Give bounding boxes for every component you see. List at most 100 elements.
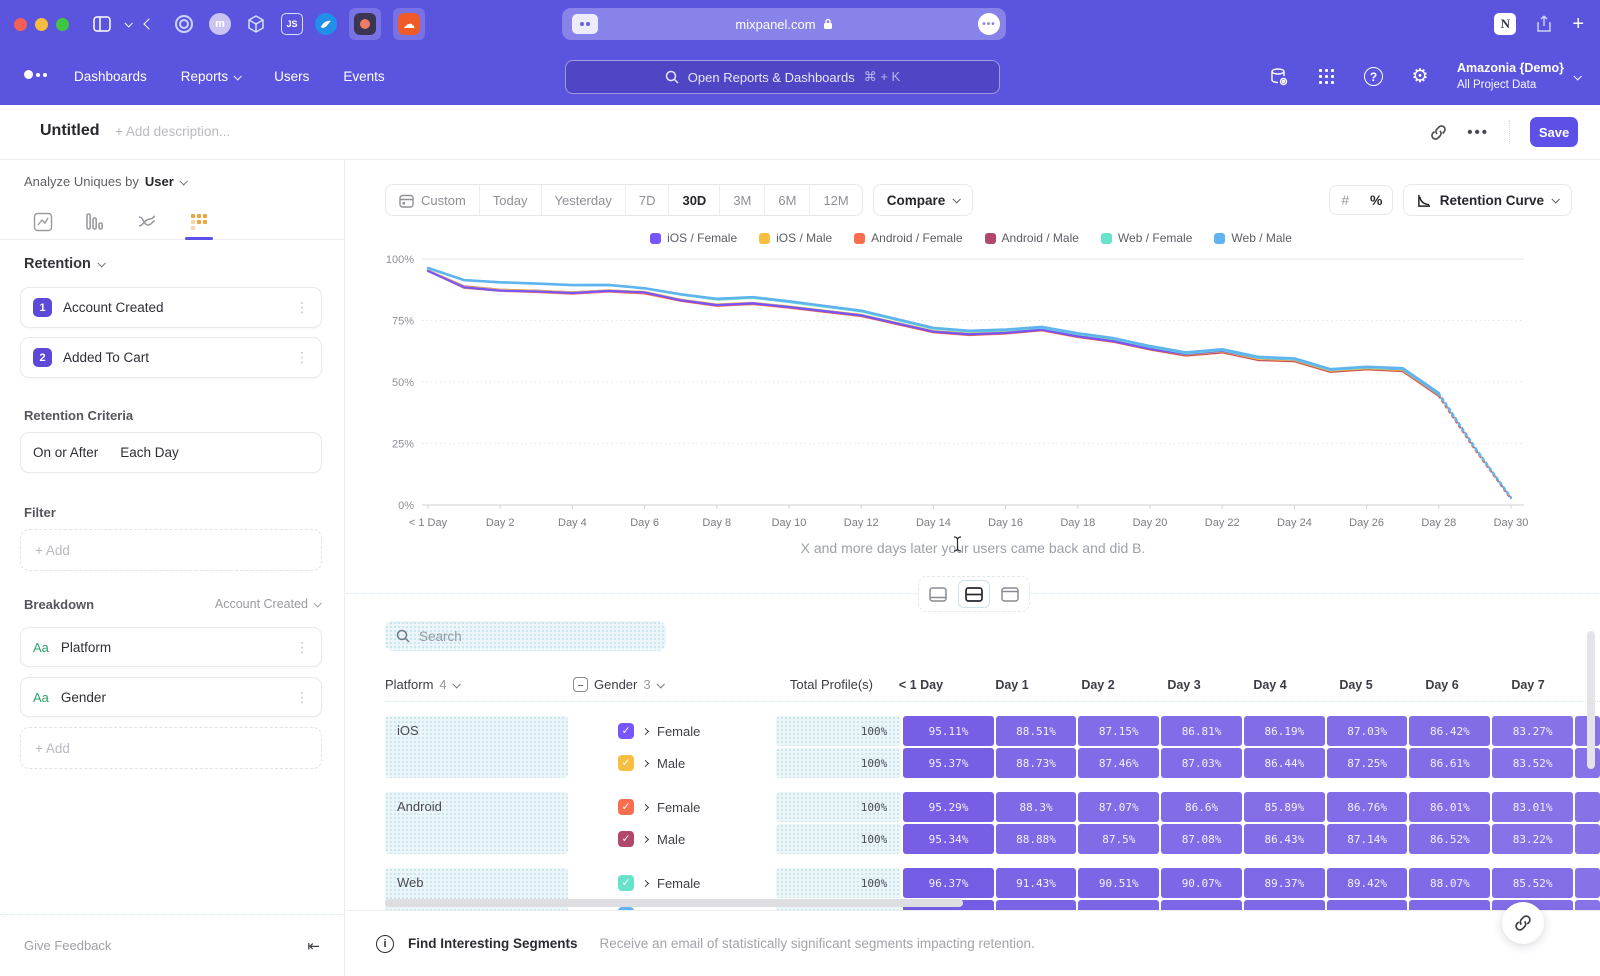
- table-search-input[interactable]: Search: [385, 621, 666, 651]
- date-range-12m[interactable]: 12M: [810, 185, 862, 215]
- breakdown-add-button[interactable]: + Add: [20, 727, 322, 769]
- gender-cell[interactable]: ✓ Female: [612, 868, 774, 898]
- retention-value-cell[interactable]: 85.52%: [1492, 868, 1574, 898]
- retention-section-header[interactable]: Retention: [24, 256, 106, 272]
- units-percent-button[interactable]: %: [1360, 186, 1392, 214]
- retention-value-cell[interactable]: 90.54%: [1078, 900, 1160, 910]
- retention-value-cell[interactable]: 91.41%: [995, 900, 1077, 910]
- criteria-mode[interactable]: On or After: [33, 445, 99, 460]
- date-range-6m[interactable]: 6M: [765, 185, 811, 215]
- select-all-checkbox[interactable]: –: [573, 677, 588, 692]
- layout-table-focus-button[interactable]: [994, 580, 1026, 608]
- layout-chart-focus-button[interactable]: [922, 580, 954, 608]
- retention-value-cell[interactable]: 95.37%: [903, 748, 994, 778]
- retention-value-cell[interactable]: 88.51%: [995, 716, 1077, 746]
- series-checkbox[interactable]: ✓: [618, 799, 634, 815]
- nav-item-events[interactable]: Events: [343, 69, 385, 84]
- add-description[interactable]: + Add description...: [115, 124, 231, 139]
- kebab-menu-icon[interactable]: ⋮: [295, 299, 309, 315]
- retention-value-cell[interactable]: 90.07%: [1161, 868, 1242, 898]
- retention-value-cell[interactable]: 89.42%: [1326, 868, 1408, 898]
- new-tab-icon[interactable]: +: [1572, 12, 1584, 35]
- retention-value-cell[interactable]: 86.43%: [1243, 824, 1325, 854]
- legend-item[interactable]: iOS / Female: [650, 231, 737, 245]
- gender-cell[interactable]: ✓ Male: [612, 824, 774, 854]
- soundcloud-extension-icon[interactable]: ☁: [393, 8, 425, 40]
- retention-value-cell[interactable]: 87.07%: [1078, 792, 1160, 822]
- date-range-yesterday[interactable]: Yesterday: [541, 185, 626, 215]
- share-icon[interactable]: [1536, 15, 1552, 33]
- gender-cell[interactable]: ✓ Male: [612, 900, 774, 910]
- series-checkbox[interactable]: ✓: [618, 755, 634, 771]
- retention-value-cell[interactable]: 88.88%: [995, 824, 1077, 854]
- retention-criteria-card[interactable]: On or After Each Day: [20, 432, 322, 473]
- settings-gear-icon[interactable]: ⚙: [1411, 66, 1429, 87]
- breakdown-platform[interactable]: Aa Platform ⋮: [20, 627, 322, 667]
- expand-chevron-icon[interactable]: [641, 803, 650, 811]
- analyze-uniques-row[interactable]: Analyze Uniques by User: [24, 174, 188, 189]
- legend-item[interactable]: Web / Female: [1100, 231, 1192, 245]
- screen-recorder-extension-icon[interactable]: [349, 8, 381, 40]
- kebab-menu-icon[interactable]: ⋮: [295, 349, 309, 365]
- date-range-today[interactable]: Today: [479, 185, 542, 215]
- report-title[interactable]: Untitled: [40, 122, 100, 139]
- target-extension-icon[interactable]: [171, 11, 197, 37]
- platform-cell[interactable]: iOS: [385, 716, 568, 778]
- javascript-extension-icon[interactable]: JS: [281, 13, 303, 35]
- back-icon[interactable]: [143, 18, 155, 30]
- retention-value-cell[interactable]: 86.52%: [1409, 824, 1491, 854]
- retention-value-cell[interactable]: 90.01%: [1161, 900, 1242, 910]
- retention-value-cell[interactable]: 89.37%: [1243, 868, 1325, 898]
- monica-extension-icon[interactable]: m: [209, 13, 231, 35]
- kebab-menu-icon[interactable]: ⋮: [295, 638, 309, 655]
- retention-value-cell[interactable]: 88.34%: [1409, 900, 1491, 910]
- gender-cell[interactable]: ✓ Male: [612, 748, 774, 778]
- criteria-interval[interactable]: Each Day: [120, 445, 179, 460]
- retention-value-cell[interactable]: 83.22%: [1492, 824, 1574, 854]
- close-window-button[interactable]: [14, 17, 27, 31]
- retention-value-cell[interactable]: 86.19%: [1243, 716, 1325, 746]
- retention-value-cell[interactable]: 87.14%: [1326, 824, 1408, 854]
- retention-value-cell[interactable]: 95.11%: [903, 716, 994, 746]
- copy-link-icon[interactable]: [1430, 124, 1447, 141]
- series-checkbox[interactable]: ✓: [618, 831, 634, 847]
- retention-step-2[interactable]: 2 Added To Cart ⋮: [20, 337, 322, 378]
- legend-item[interactable]: iOS / Male: [759, 231, 832, 245]
- retention-chart[interactable]: 0% 25% 50% 75% 100% < 1 Day Day 2 Day 4 Day 6 Day…: [346, 248, 1600, 538]
- retention-value-cell[interactable]: 89.45%: [1243, 900, 1325, 910]
- expand-chevron-icon[interactable]: [641, 727, 650, 735]
- retention-value-cell[interactable]: 87.15%: [1078, 716, 1160, 746]
- collapse-sidebar-icon[interactable]: ⇤: [307, 937, 320, 955]
- analyze-value[interactable]: User: [144, 174, 174, 189]
- global-search[interactable]: Open Reports & Dashboards ⌘ + K: [565, 60, 1000, 94]
- chevron-down-icon[interactable]: [124, 19, 133, 28]
- column-total-profiles[interactable]: Total Profile(s): [789, 677, 873, 692]
- breakdown-gender[interactable]: Aa Gender ⋮: [20, 677, 322, 717]
- help-icon[interactable]: ?: [1364, 67, 1384, 86]
- account-switcher[interactable]: Amazonia {Demo} All Project Data: [1457, 61, 1582, 93]
- mixpanel-logo[interactable]: [24, 70, 47, 79]
- nav-item-users[interactable]: Users: [274, 69, 310, 84]
- column-gender[interactable]: – Gender 3: [573, 677, 743, 692]
- retention-value-cell[interactable]: 87.46%: [1078, 748, 1160, 778]
- retention-value-cell[interactable]: 86.76%: [1326, 792, 1408, 822]
- retention-value-cell[interactable]: 86.01%: [1409, 792, 1491, 822]
- tab-retention[interactable]: [184, 205, 214, 240]
- gender-cell[interactable]: ✓ Female: [612, 716, 774, 746]
- retention-value-cell[interactable]: 83.27%: [1492, 716, 1574, 746]
- retention-value-cell[interactable]: 96.37%: [903, 868, 994, 898]
- chart-type-selector[interactable]: Retention Curve: [1402, 184, 1572, 216]
- bluebird-extension-icon[interactable]: [315, 13, 337, 35]
- retention-value-cell[interactable]: 91.43%: [995, 868, 1077, 898]
- column-day6[interactable]: Day 6: [1425, 677, 1459, 692]
- platform-cell[interactable]: Android: [385, 792, 568, 854]
- retention-value-cell[interactable]: 86.61%: [1409, 748, 1491, 778]
- more-options-icon[interactable]: •••: [1467, 123, 1489, 141]
- column-day5[interactable]: Day 5: [1339, 677, 1373, 692]
- retention-value-cell[interactable]: 86.42%: [1409, 716, 1491, 746]
- retention-value-cell[interactable]: 87.03%: [1326, 716, 1408, 746]
- legend-item[interactable]: Android / Male: [984, 231, 1079, 245]
- vertical-scrollbar[interactable]: [1587, 631, 1595, 769]
- retention-value-cell[interactable]: 86.81%: [1161, 716, 1242, 746]
- maximize-window-button[interactable]: [56, 17, 69, 31]
